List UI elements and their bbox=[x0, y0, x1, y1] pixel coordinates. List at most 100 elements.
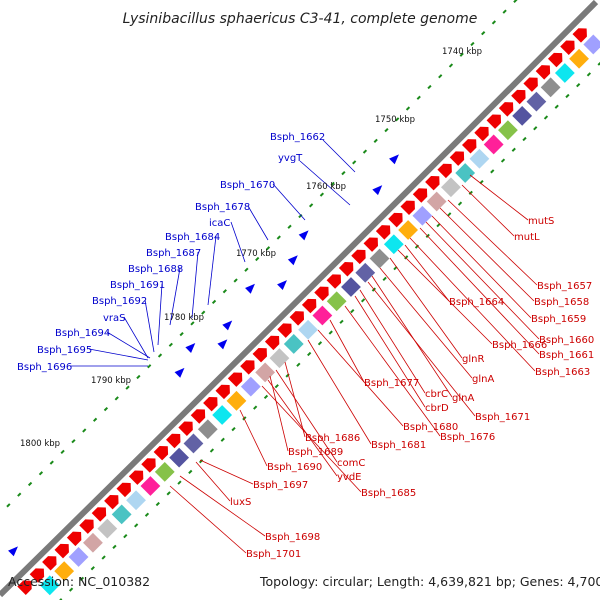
gene-label-bsph-1671[interactable]: Bsph_1671 bbox=[475, 412, 530, 423]
gene-label-bsph-1680[interactable]: Bsph_1680 bbox=[403, 422, 458, 433]
cog-category-block bbox=[483, 134, 504, 155]
gene-label-glnA-2[interactable]: glnA bbox=[452, 393, 474, 404]
gene-label-bsph-1691[interactable]: Bsph_1691 bbox=[110, 280, 165, 291]
gene-label-bsph-1701[interactable]: Bsph_1701 bbox=[246, 549, 301, 560]
forward-label-leader bbox=[389, 257, 463, 359]
gene-label-bsph-1687[interactable]: Bsph_1687 bbox=[146, 248, 201, 259]
scale-tick bbox=[263, 394, 269, 400]
gene-label-luxS[interactable]: luxS bbox=[230, 497, 251, 508]
gene-label-yvdE[interactable]: yvdE bbox=[337, 472, 362, 483]
gene-label-bsph-1694[interactable]: Bsph_1694 bbox=[55, 328, 110, 339]
forward-gene-arrow bbox=[572, 28, 587, 43]
forward-label-leader bbox=[239, 409, 268, 467]
forward-gene-arrow bbox=[363, 237, 378, 252]
forward-label-leader bbox=[354, 295, 426, 408]
reverse-gene-arrow bbox=[298, 230, 309, 241]
scale-tick bbox=[49, 460, 54, 465]
scale-tick bbox=[38, 471, 44, 476]
scale-tick bbox=[317, 341, 323, 346]
gene-label-bsph-1689[interactable]: Bsph_1689 bbox=[288, 447, 343, 458]
gene-label-icaC[interactable]: icaC bbox=[209, 218, 230, 229]
forward-gene-arrow bbox=[29, 568, 45, 583]
cog-category-block bbox=[540, 77, 561, 98]
scale-tick bbox=[414, 244, 420, 249]
gene-label-bsph-1677[interactable]: Bsph_1677 bbox=[364, 378, 419, 389]
cog-category-block bbox=[283, 334, 304, 354]
gene-label-bsph-1688[interactable]: Bsph_1688 bbox=[128, 264, 183, 275]
gene-label-cbrD[interactable]: cbrD bbox=[425, 403, 449, 414]
gene-label-bsph-1663[interactable]: Bsph_1663 bbox=[535, 367, 590, 378]
cog-category-block bbox=[554, 63, 575, 83]
gene-label-bsph-1684[interactable]: Bsph_1684 bbox=[165, 232, 220, 243]
gene-label-bsph-1681[interactable]: Bsph_1681 bbox=[371, 440, 426, 451]
reverse-label-leader bbox=[157, 283, 163, 346]
forward-gene-arrow bbox=[42, 556, 57, 571]
reverse-label-leader bbox=[123, 316, 149, 359]
gene-label-bsph-1692[interactable]: Bsph_1692 bbox=[92, 296, 147, 307]
gene-label-bsph-1660[interactable]: Bsph_1660 bbox=[539, 335, 594, 346]
cog-category-block bbox=[312, 305, 333, 326]
forward-gene-arrow bbox=[388, 212, 403, 228]
forward-label-leader bbox=[404, 244, 450, 302]
scale-tick bbox=[522, 136, 527, 142]
cog-category-block bbox=[526, 91, 547, 112]
scale-tick bbox=[276, 235, 281, 240]
gene-label-bsph-1690[interactable]: Bsph_1690 bbox=[267, 462, 322, 473]
gene-label-bsph-1695[interactable]: Bsph_1695 bbox=[37, 345, 92, 356]
reverse-label-leader bbox=[272, 183, 306, 221]
scale-tick bbox=[328, 330, 333, 335]
scale-tick bbox=[147, 364, 152, 369]
forward-gene-arrow bbox=[91, 507, 107, 522]
forward-gene-arrow bbox=[511, 89, 526, 105]
gene-label-bsph-1696[interactable]: Bsph_1696 bbox=[17, 362, 72, 373]
cog-category-block bbox=[298, 319, 318, 340]
scale-tick bbox=[543, 115, 549, 120]
gene-label-comC[interactable]: comC bbox=[337, 458, 365, 469]
reverse-gene-arrow bbox=[389, 154, 399, 165]
forward-label-leader bbox=[275, 369, 338, 463]
gene-label-glnR[interactable]: glnR bbox=[462, 354, 484, 365]
scale-tick bbox=[436, 222, 441, 228]
reverse-gene-arrow bbox=[372, 185, 383, 196]
gene-label-bsph-1678[interactable]: Bsph_1678 bbox=[195, 202, 250, 213]
forward-gene-arrow bbox=[474, 126, 489, 142]
forward-label-leader bbox=[329, 319, 365, 383]
scale-tick bbox=[58, 598, 63, 600]
reverse-label-leader bbox=[207, 235, 217, 306]
scale-tick bbox=[188, 469, 193, 475]
gene-label-bsph-1659[interactable]: Bsph_1659 bbox=[531, 314, 586, 325]
reverse-gene-arrow bbox=[185, 343, 196, 353]
gene-label-bsph-1670[interactable]: Bsph_1670 bbox=[220, 180, 275, 191]
gene-label-bsph-1697[interactable]: Bsph_1697 bbox=[253, 480, 308, 491]
scale-tick bbox=[177, 480, 182, 485]
cog-category-block bbox=[383, 234, 404, 255]
gene-label-bsph-1657[interactable]: Bsph_1657 bbox=[537, 281, 592, 292]
scale-tick bbox=[341, 170, 346, 176]
forward-gene-arrow bbox=[54, 543, 69, 559]
gene-label-vraS[interactable]: vraS bbox=[103, 313, 126, 324]
gene-label-bsph-1666[interactable]: Bsph_1666 bbox=[492, 340, 547, 351]
cog-category-block bbox=[569, 48, 589, 69]
cog-category-block bbox=[355, 262, 376, 283]
scale-tick bbox=[565, 93, 570, 99]
scale-tick bbox=[253, 405, 258, 410]
scale-tick bbox=[166, 491, 171, 496]
gene-label-bsph-1661[interactable]: Bsph_1661 bbox=[539, 350, 594, 361]
gene-label-bsph-1685[interactable]: Bsph_1685 bbox=[361, 488, 416, 499]
gene-label-mutS[interactable]: mutS bbox=[528, 216, 554, 227]
gene-label-mutL[interactable]: mutL bbox=[514, 232, 540, 243]
gene-label-bsph-1698[interactable]: Bsph_1698 bbox=[265, 532, 320, 543]
gene-label-glnA-1[interactable]: glnA bbox=[472, 374, 494, 385]
gene-label-bsph-1658[interactable]: Bsph_1658 bbox=[534, 297, 589, 308]
scale-tick bbox=[427, 84, 432, 90]
forward-label-leader bbox=[179, 475, 266, 537]
forward-gene-arrow bbox=[449, 151, 465, 166]
gene-label-cbrC[interactable]: cbrC bbox=[425, 389, 448, 400]
gene-label-bsph-1676[interactable]: Bsph_1676 bbox=[440, 432, 495, 443]
gene-label-bsph-1662[interactable]: Bsph_1662 bbox=[270, 132, 325, 143]
gene-label-bsph-1664[interactable]: Bsph_1664 bbox=[449, 297, 504, 308]
cog-category-block bbox=[269, 348, 290, 369]
gene-label-bsph-1686[interactable]: Bsph_1686 bbox=[305, 433, 360, 444]
scale-tick bbox=[459, 52, 464, 57]
gene-label-yvgT[interactable]: yvgT bbox=[278, 153, 303, 164]
